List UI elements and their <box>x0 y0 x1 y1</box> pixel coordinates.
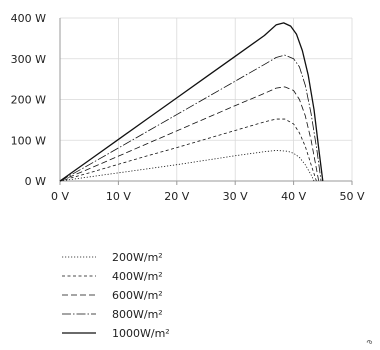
legend-label-3: 600W/m² <box>112 289 163 302</box>
x-tick-label: 0 V <box>51 190 69 203</box>
series-line-2 <box>59 118 317 182</box>
legend-label-5: 1000W/m² <box>112 327 170 340</box>
axes <box>59 18 353 185</box>
series-line-5 <box>59 22 324 182</box>
tick-labels: 0 V 10 V 20 V 30 V 40 V 50 V 0 W 100 W 200 W 300 … <box>11 12 365 203</box>
series-line-3 <box>59 86 320 182</box>
y-tick-label: 0 W <box>25 175 46 188</box>
series-line-1 <box>59 150 315 182</box>
y-tick-label: 100 W <box>11 134 46 147</box>
legend-label-1: 200W/m² <box>112 251 163 264</box>
y-tick-label: 400 W <box>11 12 46 25</box>
x-tick-label: 20 V <box>164 190 189 203</box>
legend-label-4: 800W/m² <box>112 308 163 321</box>
y-tick-label: 200 W <box>11 94 46 107</box>
x-tick-label: 30 V <box>223 190 248 203</box>
gridlines <box>60 17 353 181</box>
x-tick-label: 40 V <box>281 190 306 203</box>
series-line-4 <box>59 54 322 182</box>
legend: 200W/m² 400W/m² 600W/m² 800W/m² 1000W/m² <box>62 251 170 340</box>
series-lines <box>59 22 324 182</box>
legend-label-2: 400W/m² <box>112 270 163 283</box>
x-tick-label: 50 V <box>339 190 364 203</box>
corner-mark: ∂ <box>365 340 374 344</box>
y-tick-label: 300 W <box>11 53 46 66</box>
x-tick-label: 10 V <box>106 190 131 203</box>
